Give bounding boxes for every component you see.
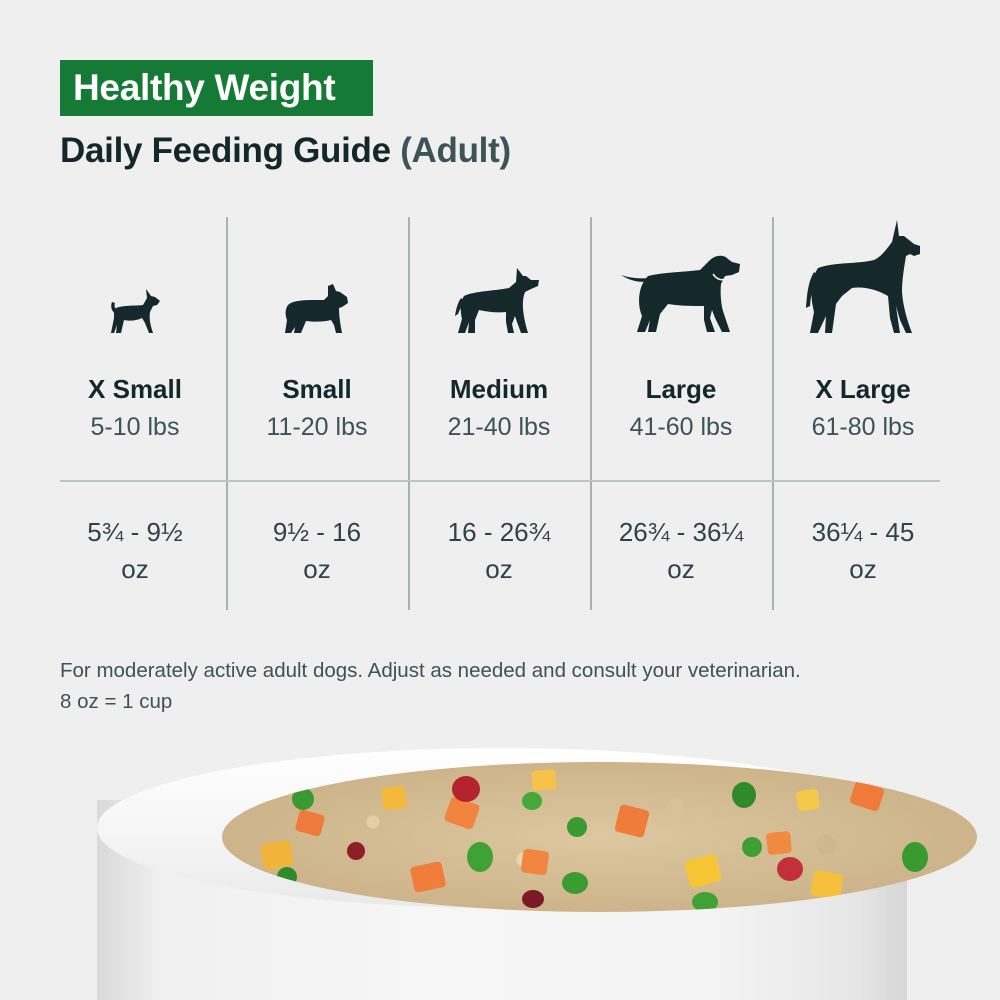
size-label: Medium	[449, 374, 549, 404]
weight-range: 21-40 lbs	[447, 413, 551, 441]
size-column-x-large: X Large 61-80 lbs 36¼ - 45 oz	[772, 217, 954, 610]
daily-amount: 36¼ - 45 oz	[772, 514, 954, 588]
dog-food	[222, 762, 977, 912]
size-column-small: Small 11-20 lbs 9½ - 16 oz	[226, 217, 408, 610]
amount-range: 16 - 26¾	[447, 517, 551, 547]
bowl-rim	[97, 748, 977, 912]
product-badge: Healthy Weight	[60, 60, 373, 116]
size-label: Small	[282, 374, 352, 404]
page-title: Daily Feeding Guide (Adult)	[60, 131, 511, 171]
conversion-note: 8 oz = 1 cup	[60, 690, 173, 713]
title-main: Daily Feeding Guide	[60, 131, 391, 170]
daily-amount: 26¾ - 36¼ oz	[590, 514, 772, 588]
amount-unit: oz	[667, 554, 695, 584]
amount-unit: oz	[121, 554, 149, 584]
medium-dog-icon	[408, 264, 590, 334]
size-column-x-small: X Small 5-10 lbs 5¾ - 9½ oz	[44, 217, 226, 610]
amount-range: 36¼ - 45	[811, 517, 915, 547]
column-divider	[772, 217, 774, 610]
amount-range: 9½ - 16	[272, 517, 362, 547]
weight-range: 11-20 lbs	[266, 413, 368, 441]
daily-amount: 5¾ - 9½ oz	[44, 514, 226, 588]
amount-unit: oz	[485, 554, 513, 584]
great-dane-icon	[772, 220, 954, 334]
food-bowl-image	[0, 730, 1000, 1000]
amount-unit: oz	[303, 554, 331, 584]
size-label: Large	[645, 374, 717, 404]
column-divider	[408, 217, 410, 610]
labrador-icon	[590, 254, 772, 334]
column-divider	[590, 217, 592, 610]
feeding-disclaimer: For moderately active adult dogs. Adjust…	[60, 659, 801, 682]
feeding-note: For moderately active adult dogs. Adjust…	[60, 655, 960, 717]
size-label: X Large	[815, 374, 911, 404]
column-divider	[226, 217, 228, 610]
daily-amount: 16 - 26¾ oz	[408, 514, 590, 588]
title-sub: (Adult)	[400, 131, 511, 170]
size-column-medium: Medium 21-40 lbs 16 - 26¾ oz	[408, 217, 590, 610]
weight-range: 61-80 lbs	[811, 413, 915, 441]
amount-range: 5¾ - 9½	[87, 517, 183, 547]
french-bulldog-icon	[226, 283, 408, 334]
weight-range: 41-60 lbs	[629, 413, 733, 441]
row-divider	[60, 480, 940, 482]
amount-range: 26¾ - 36¼	[618, 517, 744, 547]
size-label: X Small	[88, 374, 182, 404]
feeding-table: X Small 5-10 lbs 5¾ - 9½ oz Small 11-20 …	[60, 217, 940, 610]
daily-amount: 9½ - 16 oz	[226, 514, 408, 588]
chihuahua-icon	[44, 288, 226, 334]
weight-range: 5-10 lbs	[90, 413, 180, 441]
size-column-large: Large 41-60 lbs 26¾ - 36¼ oz	[590, 217, 772, 610]
amount-unit: oz	[849, 554, 877, 584]
